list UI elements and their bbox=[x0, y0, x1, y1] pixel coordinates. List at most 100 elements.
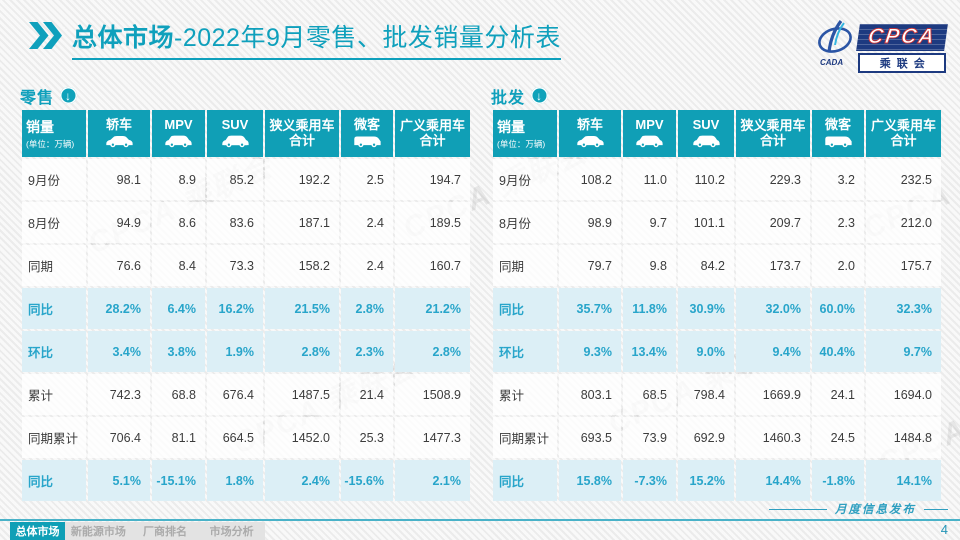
table-row: 8月份 98.9 9.7 101.1 209.7 2.3 212.0 bbox=[493, 202, 941, 243]
sedan-icon bbox=[88, 134, 150, 149]
table-row: 同期累计 706.4 81.1 664.5 1452.0 25.3 1477.3 bbox=[22, 417, 470, 458]
column-header-suv: SUV bbox=[207, 110, 263, 157]
cell-value: 9.8 bbox=[623, 245, 676, 286]
cell-value: 15.2% bbox=[678, 460, 734, 501]
tab-oem-ranking[interactable]: 厂商排名 bbox=[143, 526, 187, 538]
cell-value: 30.9% bbox=[678, 288, 734, 329]
cell-value: 98.9 bbox=[559, 202, 621, 243]
cell-value: 9.0% bbox=[678, 331, 734, 372]
down-arrow-icon: ↓ bbox=[60, 87, 78, 104]
cell-value: 76.6 bbox=[88, 245, 150, 286]
cell-value: 1477.3 bbox=[395, 417, 470, 458]
cell-value: 40.4% bbox=[812, 331, 864, 372]
row-label: 9月份 bbox=[493, 159, 557, 200]
sales-volume-header: 销量 (单位：万辆) bbox=[22, 110, 86, 157]
cell-value: 101.1 bbox=[678, 202, 734, 243]
column-header-sedan: 轿车 bbox=[559, 110, 621, 157]
tab-overall-market[interactable]: 总体市场 bbox=[10, 522, 65, 540]
cell-value: 192.2 bbox=[265, 159, 339, 200]
van-icon bbox=[812, 134, 864, 149]
cell-value: 2.4 bbox=[341, 202, 393, 243]
cell-value: 1669.9 bbox=[736, 374, 810, 415]
cell-value: 14.1% bbox=[866, 460, 941, 501]
retail-section-label: 零售 ↓ bbox=[20, 85, 469, 107]
column-header-sedan: 轿车 bbox=[88, 110, 150, 157]
cell-value: 2.4% bbox=[265, 460, 339, 501]
suv-icon bbox=[678, 134, 734, 149]
cpca-wordmark: CPCA bbox=[856, 24, 948, 51]
row-label: 8月份 bbox=[22, 202, 86, 243]
footer-nav-tabs: 总体市场 新能源市场 厂商排名 市场分析 bbox=[10, 522, 265, 540]
cell-value: 24.1 bbox=[812, 374, 864, 415]
cell-value: 742.3 bbox=[88, 374, 150, 415]
column-header-mpv: MPV bbox=[152, 110, 205, 157]
cell-value: 8.6 bbox=[152, 202, 205, 243]
column-header-narrow-total: 狭义乘用车 合计 bbox=[736, 110, 810, 157]
wholesale-section: 批发 ↓ 销量 (单位：万辆) 轿车 MPV SUV 狭义乘用车 合计 微客 广义乘用车 合计 9月… bbox=[491, 85, 943, 503]
cell-value: 209.7 bbox=[736, 202, 810, 243]
cell-value: 1460.3 bbox=[736, 417, 810, 458]
cell-value: 11.0 bbox=[623, 159, 676, 200]
van-icon bbox=[341, 134, 393, 149]
cell-value: 98.1 bbox=[88, 159, 150, 200]
cell-value: 1.9% bbox=[207, 331, 263, 372]
row-label: 累计 bbox=[22, 374, 86, 415]
row-label: 同比 bbox=[22, 288, 86, 329]
cell-value: 189.5 bbox=[395, 202, 470, 243]
retail-section: 零售 ↓ 销量 (单位：万辆) 轿车 MPV SUV 狭义乘用车 合计 微客 广义乘用车 合计 9月… bbox=[20, 85, 470, 503]
cell-value: 110.2 bbox=[678, 159, 734, 200]
cell-value: 2.3 bbox=[812, 202, 864, 243]
sedan-icon bbox=[559, 134, 621, 149]
table-row: 环比 9.3% 13.4% 9.0% 9.4% 40.4% 9.7% bbox=[493, 331, 941, 372]
cell-value: 2.1% bbox=[395, 460, 470, 501]
cell-value: 1694.0 bbox=[866, 374, 941, 415]
cell-value: 158.2 bbox=[265, 245, 339, 286]
table-row: 环比 3.4% 3.8% 1.9% 2.8% 2.3% 2.8% bbox=[22, 331, 470, 372]
cell-value: -1.8% bbox=[812, 460, 864, 501]
cell-value: 9.4% bbox=[736, 331, 810, 372]
cell-value: 8.9 bbox=[152, 159, 205, 200]
mpv-icon bbox=[152, 134, 205, 149]
cell-value: 8.4 bbox=[152, 245, 205, 286]
cell-value: 68.5 bbox=[623, 374, 676, 415]
cell-value: 1508.9 bbox=[395, 374, 470, 415]
page-title-bold: 总体市场 bbox=[72, 24, 175, 52]
cell-value: 94.9 bbox=[88, 202, 150, 243]
cell-value: -7.3% bbox=[623, 460, 676, 501]
table-header-row: 销量 (单位：万辆) 轿车 MPV SUV 狭义乘用车 合计 微客 广义乘用车 合计 bbox=[493, 110, 941, 157]
down-arrow-icon: ↓ bbox=[531, 87, 549, 104]
row-label: 同期累计 bbox=[493, 417, 557, 458]
cell-value: 16.2% bbox=[207, 288, 263, 329]
cpca-logo: CADA CPCA 乘联会 bbox=[816, 16, 948, 73]
cell-value: 9.7 bbox=[623, 202, 676, 243]
retail-label-text: 零售 bbox=[20, 89, 55, 107]
table-row: 同期 79.7 9.8 84.2 173.7 2.0 175.7 bbox=[493, 245, 941, 286]
wholesale-table: 销量 (单位：万辆) 轿车 MPV SUV 狭义乘用车 合计 微客 广义乘用车 合计 9月份 108.… bbox=[491, 108, 943, 503]
row-label: 8月份 bbox=[493, 202, 557, 243]
column-header-suv: SUV bbox=[678, 110, 734, 157]
table-row: 同比 15.8% -7.3% 15.2% 14.4% -1.8% 14.1% bbox=[493, 460, 941, 501]
cell-value: 229.3 bbox=[736, 159, 810, 200]
cpca-subtitle: 乘联会 bbox=[858, 53, 946, 73]
table-row: 同比 35.7% 11.8% 30.9% 32.0% 60.0% 32.3% bbox=[493, 288, 941, 329]
tab-market-analysis[interactable]: 市场分析 bbox=[209, 526, 254, 538]
cell-value: 68.8 bbox=[152, 374, 205, 415]
cell-value: 692.9 bbox=[678, 417, 734, 458]
mpv-icon bbox=[623, 134, 676, 149]
double-chevron-icon bbox=[28, 22, 62, 54]
table-row: 累计 742.3 68.8 676.4 1487.5 21.4 1508.9 bbox=[22, 374, 470, 415]
row-label: 同期 bbox=[22, 245, 86, 286]
cell-value: -15.1% bbox=[152, 460, 205, 501]
cell-value: 3.4% bbox=[88, 331, 150, 372]
tab-nev-market[interactable]: 新能源市场 bbox=[70, 526, 126, 538]
cell-value: 73.9 bbox=[623, 417, 676, 458]
cell-value: 81.1 bbox=[152, 417, 205, 458]
table-row: 同比 28.2% 6.4% 16.2% 21.5% 2.8% 21.2% bbox=[22, 288, 470, 329]
table-row: 累计 803.1 68.5 798.4 1669.9 24.1 1694.0 bbox=[493, 374, 941, 415]
cell-value: 2.0 bbox=[812, 245, 864, 286]
cell-value: 3.8% bbox=[152, 331, 205, 372]
footer-divider-line bbox=[0, 519, 960, 521]
cell-value: 173.7 bbox=[736, 245, 810, 286]
column-header-broad-total: 广义乘用车 合计 bbox=[395, 110, 470, 157]
cell-value: 693.5 bbox=[559, 417, 621, 458]
